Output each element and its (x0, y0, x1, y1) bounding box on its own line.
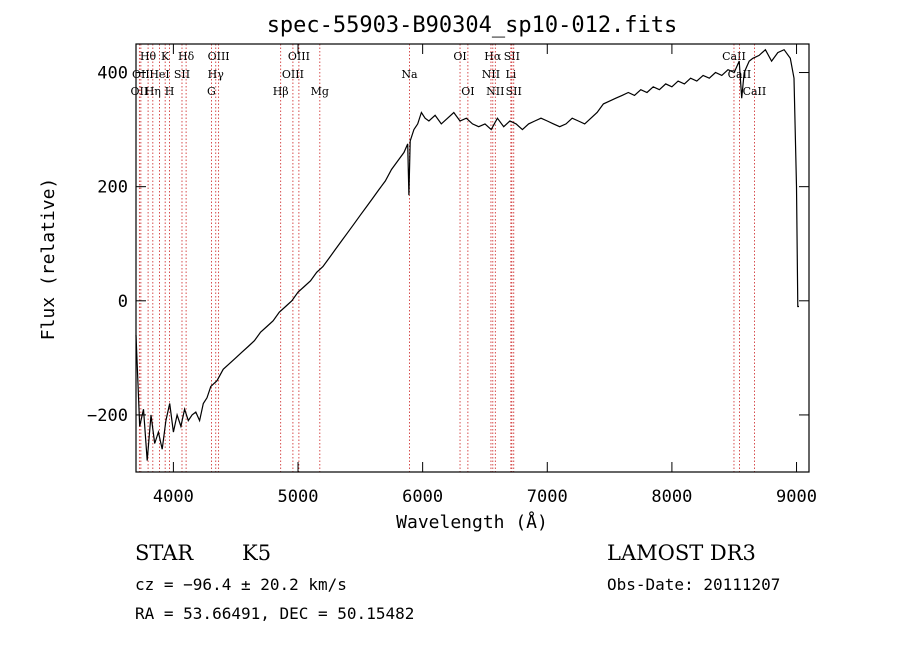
line-marker-label-3: K (161, 50, 170, 63)
y-axis-label: Flux (relative) (38, 178, 59, 341)
x-tick-label-9000: 9000 (776, 487, 817, 507)
spectrum-series (135, 48, 799, 461)
observation-date: Obs-Date: 20111207 (607, 575, 780, 594)
y-tick-label-0: 0 (118, 292, 128, 312)
line-marker-label-13: OIII (282, 68, 304, 81)
x-tick-label-5000: 5000 (278, 487, 319, 507)
line-marker-label-8: Hδ (178, 50, 195, 63)
x-tick-label-7000: 7000 (527, 487, 568, 507)
line-markers: Hθ OII OII K HeI Hη SII H Hδ OIII Hγ G OIII OIII Hβ Mg N… (131, 44, 767, 472)
y-tick-label-200: 200 (97, 178, 128, 198)
x-axis-ticks: 4000 5000 6000 7000 8000 9000 (153, 44, 817, 507)
line-marker-label-9: OIII (208, 50, 230, 63)
object-class: STAR (135, 541, 194, 565)
survey-name: LAMOST DR3 (607, 541, 756, 565)
coordinates-radec: RA = 53.66491, DEC = 50.15482 (135, 604, 414, 623)
line-marker-label-4: HeI (149, 68, 169, 81)
line-marker-label-21: NII (486, 85, 504, 98)
line-marker-label-7: H (165, 85, 175, 98)
line-marker-label-1: OII (131, 85, 149, 98)
y-tick-label-400: 400 (97, 64, 128, 84)
y-axis-ticks: −200 0 200 400 (87, 64, 809, 426)
chart-title: spec-55903-B90304_sp10-012.fits (267, 13, 678, 38)
line-marker-label-10: Hγ (208, 68, 225, 81)
line-marker-label-6: SII (174, 68, 190, 81)
line-marker-label-5: Hη (145, 85, 161, 98)
line-marker-label-17: OI (453, 50, 466, 63)
plot-frame (135, 43, 810, 473)
line-marker-label-20: NII (482, 68, 500, 81)
redshift-cz: cz = −96.4 ± 20.2 km/s (135, 575, 347, 594)
x-axis-label: Wavelength (Å) (396, 511, 548, 533)
line-marker-label-14: Hβ (273, 85, 289, 98)
x-tick-label-4000: 4000 (153, 487, 194, 507)
line-marker-label-15: Mg (311, 85, 329, 98)
line-marker-label-25: CaII (722, 50, 746, 63)
line-marker-label-23: Li (505, 68, 516, 81)
line-marker-label-16: Na (401, 68, 418, 81)
line-marker-label-0: Hθ (140, 50, 157, 63)
spectrum-line (135, 48, 799, 461)
line-marker-label-18: OI (461, 85, 474, 98)
line-marker-label-11: G (207, 85, 216, 98)
line-marker-label-2: OII (132, 68, 150, 81)
line-marker-label-19: Hα (484, 50, 502, 63)
line-marker-label-12: OIII (288, 50, 310, 63)
line-marker-label-27: CaII (743, 85, 767, 98)
line-marker-label-24: SII (506, 85, 522, 98)
x-tick-label-6000: 6000 (402, 487, 443, 507)
x-tick-label-8000: 8000 (651, 487, 692, 507)
line-marker-label-22: SII (504, 50, 520, 63)
y-tick-label--200: −200 (87, 406, 128, 426)
object-subclass: K5 (242, 541, 271, 565)
